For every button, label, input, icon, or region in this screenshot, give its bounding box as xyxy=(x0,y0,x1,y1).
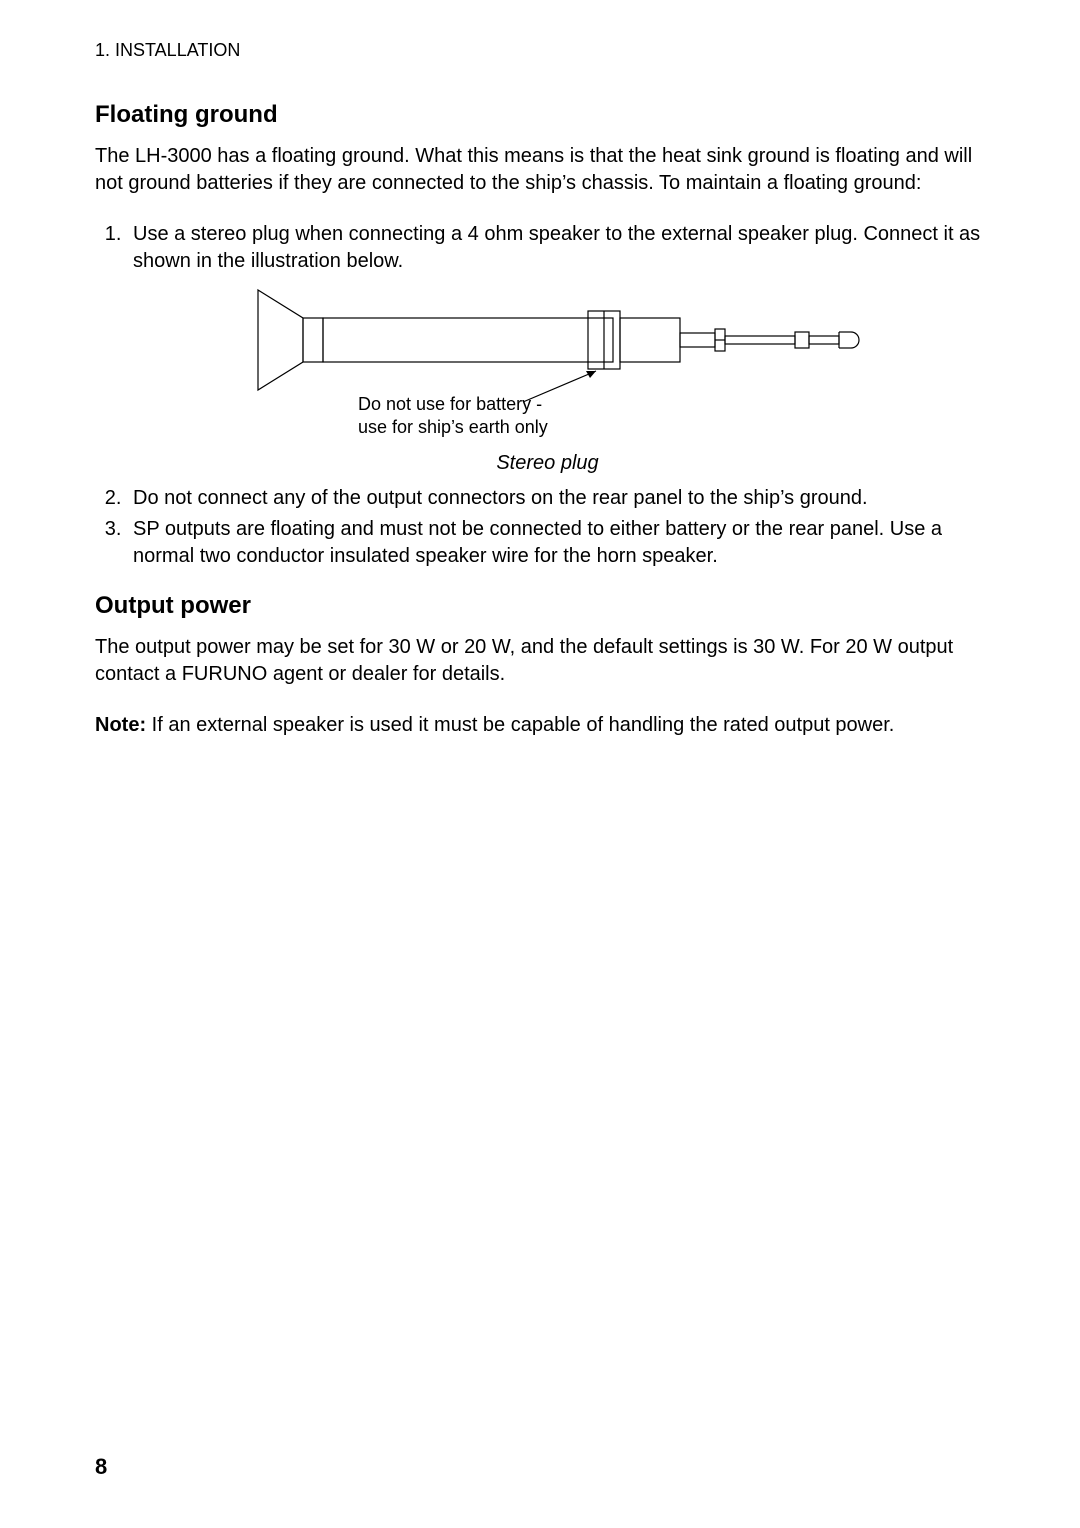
figure-stereo-plug: Do not use for battery - use for ship’s … xyxy=(95,285,1000,475)
figure-caption: Stereo plug xyxy=(95,452,1000,475)
stereo-plug-diagram: Do not use for battery - use for ship’s … xyxy=(228,285,868,450)
list-item: Do not connect any of the output connect… xyxy=(127,485,1000,512)
page-content: 1. INSTALLATION Floating ground The LH-3… xyxy=(0,0,1080,803)
page-header: 1. INSTALLATION xyxy=(95,40,1000,61)
instruction-list-1: Use a stereo plug when connecting a 4 oh… xyxy=(95,221,1000,275)
note-text: If an external speaker is used it must b… xyxy=(146,714,894,736)
output-power-paragraph: The output power may be set for 30 W or … xyxy=(95,634,1000,688)
intro-paragraph: The LH-3000 has a floating ground. What … xyxy=(95,143,1000,197)
page-number: 8 xyxy=(95,1454,107,1480)
list-item: Use a stereo plug when connecting a 4 oh… xyxy=(127,221,1000,275)
heading-floating-ground: Floating ground xyxy=(95,101,1000,129)
heading-output-power: Output power xyxy=(95,592,1000,620)
annotation-line1: Do not use for battery - xyxy=(358,394,542,414)
note-paragraph: Note: If an external speaker is used it … xyxy=(95,712,1000,739)
list-item: SP outputs are floating and must not be … xyxy=(127,516,1000,570)
annotation-line2: use for ship’s earth only xyxy=(358,417,548,437)
instruction-list-2: Do not connect any of the output connect… xyxy=(95,485,1000,570)
note-label: Note: xyxy=(95,714,146,736)
